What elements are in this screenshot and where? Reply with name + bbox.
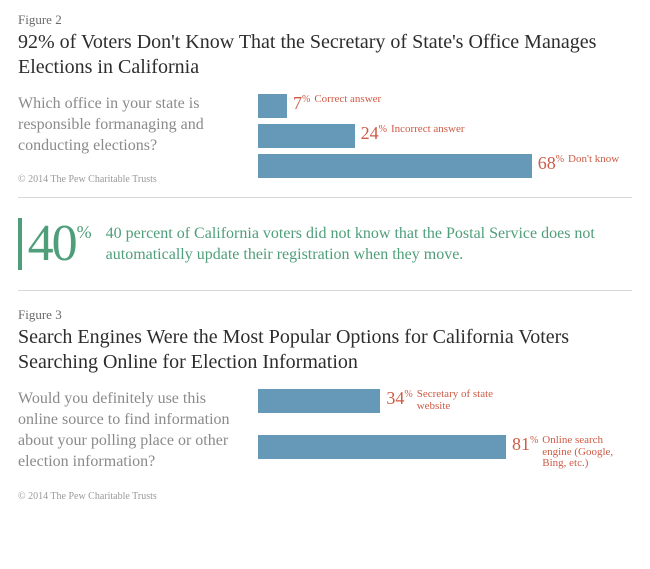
callout-accent-bar (18, 218, 22, 270)
bar (258, 124, 355, 148)
figure-3-question: Would you definitely use this online sou… (18, 389, 244, 472)
bar-row: 34% Secretary of state website (258, 389, 632, 413)
bar-label: 34% Secretary of state website (386, 389, 526, 412)
figure-2-question: Which office in your state is responsibl… (18, 94, 244, 156)
bar-label: 24% Incorrect answer (361, 124, 465, 143)
figure-2-chart: Which office in your state is responsibl… (18, 94, 632, 185)
bar-label: 81% Online search engine (Google, Bing, … (512, 435, 632, 470)
callout: 40 % 40 percent of California voters did… (0, 202, 650, 286)
figure-2-bars: 7% Correct answer 24% Incorrect answer 6… (258, 94, 632, 185)
bar (258, 435, 506, 459)
bar (258, 154, 532, 178)
divider (18, 197, 632, 198)
callout-text: 40 percent of California voters did not … (106, 223, 622, 266)
figure-2: Figure 2 92% of Voters Don't Know That t… (0, 0, 650, 193)
bar-row: 7% Correct answer (258, 94, 632, 118)
bar (258, 389, 380, 413)
figure-3-copyright: © 2014 The Pew Charitable Trusts (18, 491, 244, 502)
figure-3-bars: 34% Secretary of state website 81% Onlin… (258, 389, 632, 501)
bar (258, 94, 287, 118)
bar-row: 68% Don't know (258, 154, 632, 178)
bar-label: 7% Correct answer (293, 94, 381, 113)
callout-number: 40 % (28, 218, 92, 270)
figure-3-title: Search Engines Were the Most Popular Opt… (18, 325, 632, 375)
figure-3-label: Figure 3 (18, 307, 632, 323)
bar-row: 81% Online search engine (Google, Bing, … (258, 435, 632, 470)
bar-label: 68% Don't know (538, 154, 620, 173)
figure-2-title: 92% of Voters Don't Know That the Secret… (18, 30, 632, 80)
figure-3: Figure 3 Search Engines Were the Most Po… (0, 295, 650, 509)
figure-2-label: Figure 2 (18, 12, 632, 28)
figure-3-chart: Would you definitely use this online sou… (18, 389, 632, 501)
bar-row: 24% Incorrect answer (258, 124, 632, 148)
figure-2-copyright: © 2014 The Pew Charitable Trusts (18, 174, 244, 185)
divider (18, 290, 632, 291)
